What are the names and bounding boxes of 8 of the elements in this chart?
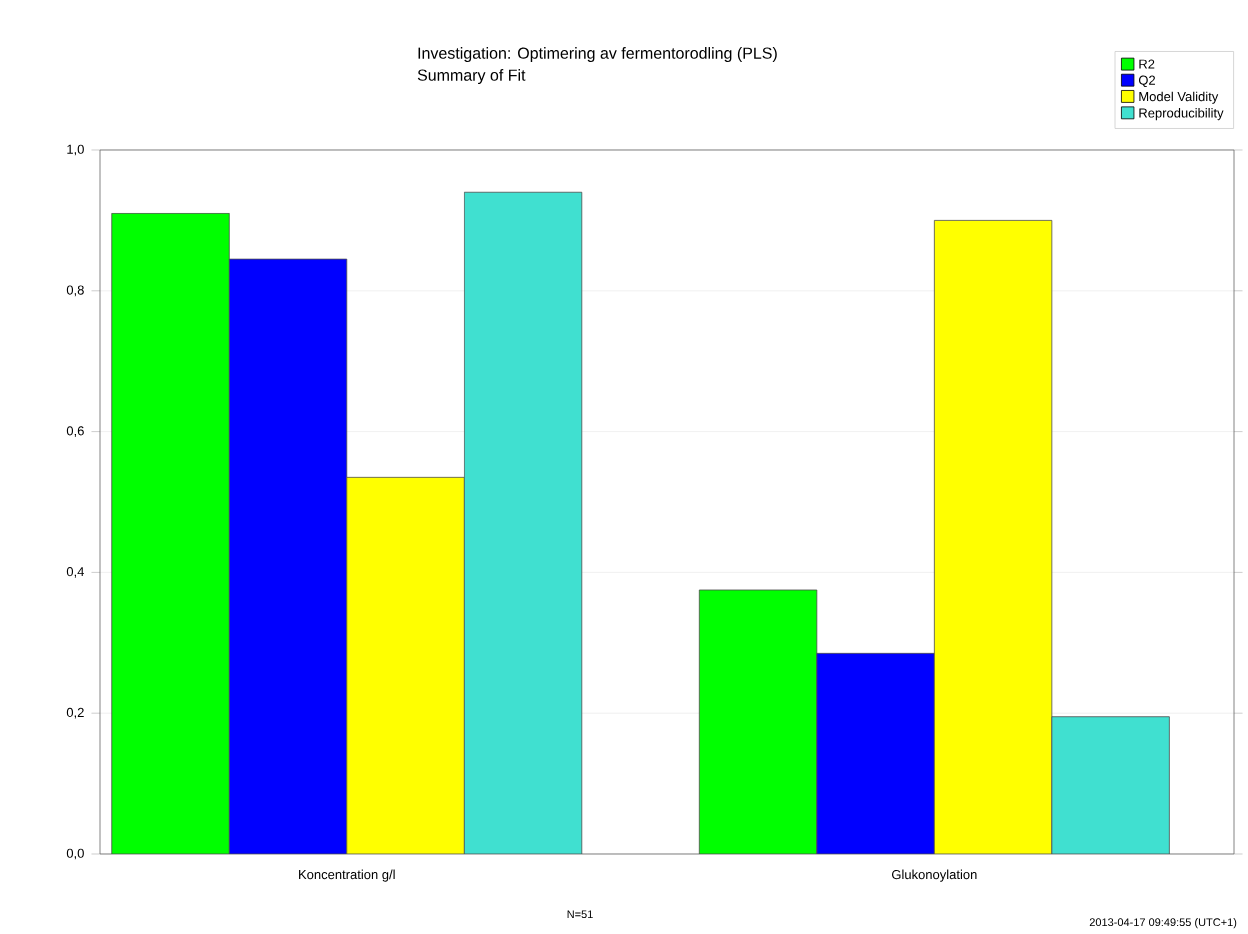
bar	[111, 212, 230, 854]
bar	[228, 258, 348, 854]
bar	[346, 476, 465, 854]
chart-title: Investigation: Optimering av fermentorodling (PLS)	[418, 46, 777, 62]
bar	[698, 589, 818, 854]
bar	[816, 652, 935, 854]
chart-subtitle: Summary of Fit	[417, 68, 526, 84]
bar	[933, 219, 1053, 854]
